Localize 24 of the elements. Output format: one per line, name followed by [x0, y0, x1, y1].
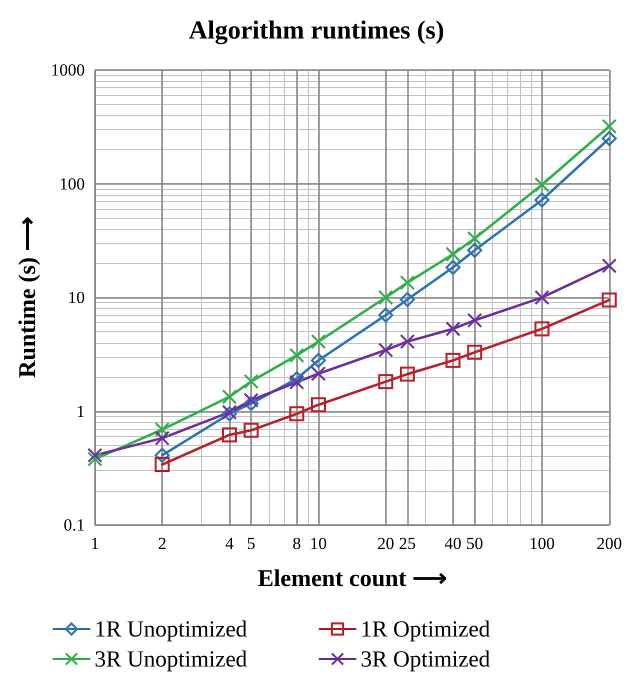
y-axis-title: Runtime (s) ⟶ [15, 217, 41, 378]
y-tick-label: 1 [76, 402, 85, 421]
x-tick-label: 50 [466, 534, 484, 553]
y-tick-label: 10 [68, 288, 85, 307]
x-axis-title: Element count ⟶ [258, 566, 446, 592]
y-tick-label: 100 [59, 174, 85, 194]
x-tick-label: 4 [225, 534, 234, 553]
x-tick-label: 40 [444, 534, 462, 553]
x-tick-label: 5 [246, 534, 256, 553]
x-tick-label: 20 [377, 534, 394, 553]
x-tick-label: 10 [310, 534, 327, 553]
x-tick-label: 200 [596, 534, 622, 553]
legend-label: 1R Optimized [360, 616, 491, 642]
y-tick-label: 1000 [50, 60, 85, 80]
x-tick-label: 2 [158, 534, 166, 553]
legend-label: 3R Unoptimized [94, 646, 248, 672]
x-tick-label: 25 [398, 534, 416, 553]
x-tick-label: 100 [529, 534, 555, 553]
x-tick-label: 8 [292, 534, 302, 553]
legend-label: 1R Unoptimized [94, 616, 248, 642]
y-tick-label: 0.1 [64, 516, 85, 534]
legend-label: 3R Optimized [360, 646, 491, 672]
x-tick-label: 1 [90, 534, 100, 553]
chart-title: Algorithm runtimes (s) [188, 16, 444, 44]
